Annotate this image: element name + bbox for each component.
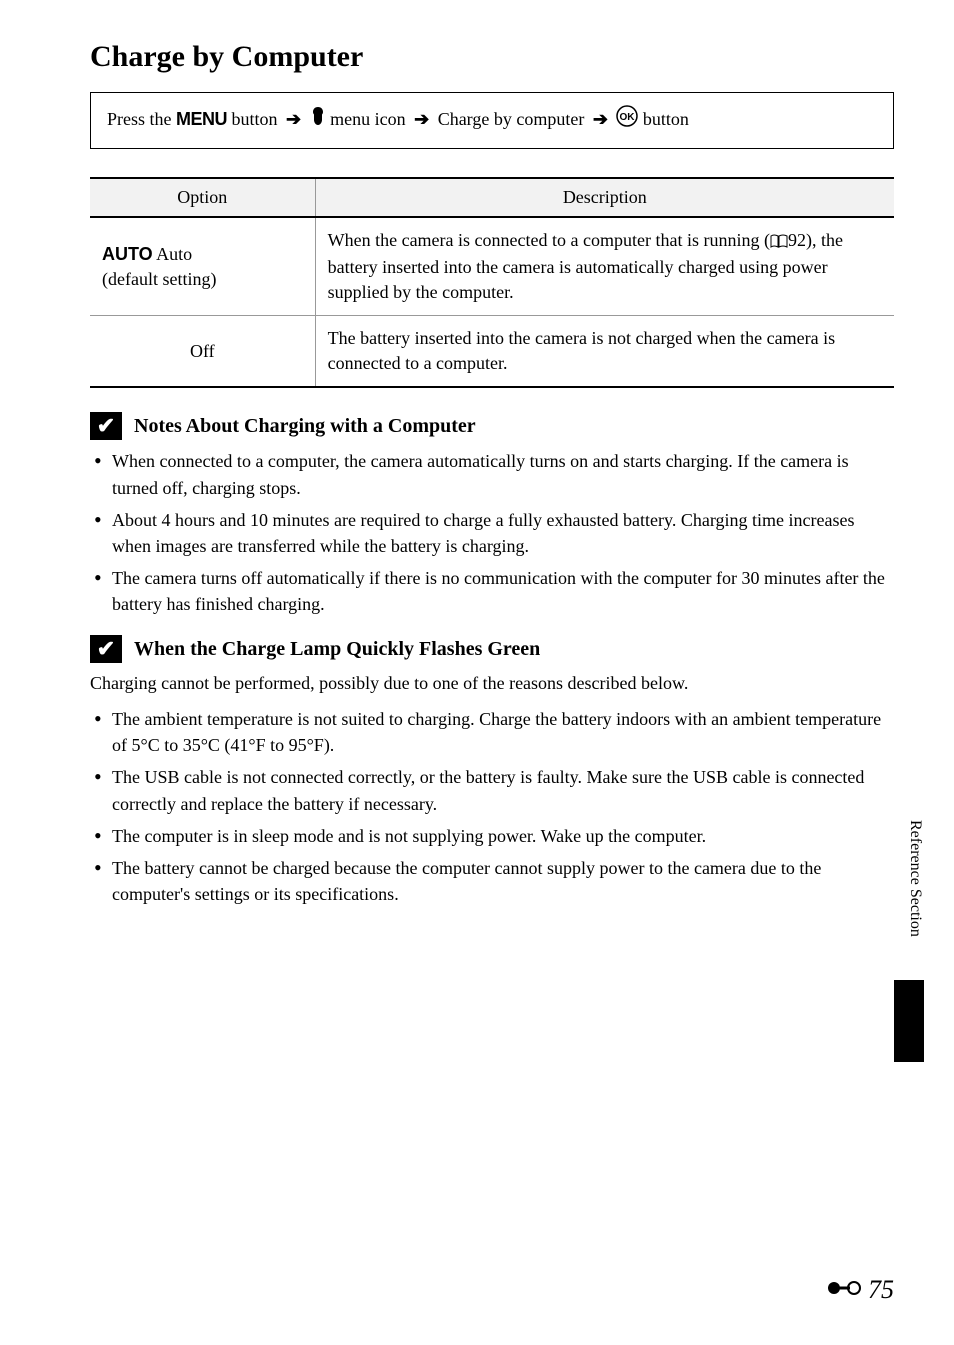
ok-button-icon: OK [616,105,638,136]
list-item: The USB cable is not connected correctly… [90,764,894,816]
page-footer: 75 [826,1275,894,1305]
list-item: The ambient temperature is not suited to… [90,706,894,758]
col-header-option: Option [90,178,315,217]
svg-text:OK: OK [620,112,636,123]
description-cell: The battery inserted into the camera is … [315,316,894,388]
note2-bullets: The ambient temperature is not suited to… [90,706,894,907]
option-cell: Off [90,316,315,388]
side-tab-marker [894,980,924,1062]
arrow-icon: ➔ [286,109,301,129]
note1-bullets: When connected to a computer, the camera… [90,448,894,617]
side-section-label: Reference Section [906,820,924,937]
list-item: The computer is in sleep mode and is not… [90,823,894,849]
option-auto-sub: (default setting) [102,269,216,289]
path-prefix: Press the [107,109,176,129]
table-row: Off The battery inserted into the camera… [90,316,894,388]
wrench-icon [310,106,326,135]
table-row: AUTO Auto (default setting) When the cam… [90,217,894,315]
col-header-description: Description [315,178,894,217]
path-seg1: button [227,109,282,129]
path-seg4: button [638,109,689,129]
warning-check-icon: ✔ [90,635,122,663]
navigation-path-box: Press the MENU button ➔ menu icon ➔ Char… [90,92,894,149]
warning-check-icon: ✔ [90,412,122,440]
note-heading-2: ✔ When the Charge Lamp Quickly Flashes G… [90,635,894,663]
book-ref-icon [770,230,788,255]
note2-intro: Charging cannot be performed, possibly d… [90,671,894,696]
description-cell: When the camera is connected to a comput… [315,217,894,315]
menu-button-text: MENU [176,109,227,129]
option-auto-main: Auto [153,244,193,264]
list-item: About 4 hours and 10 minutes are require… [90,507,894,559]
note-title-2: When the Charge Lamp Quickly Flashes Gre… [134,638,540,661]
note-title-1: Notes About Charging with a Computer [134,415,476,438]
desc-part-a: When the camera is connected to a comput… [328,230,770,250]
arrow-icon: ➔ [593,109,608,129]
desc-ref-num: 92 [788,230,806,250]
list-item: When connected to a computer, the camera… [90,448,894,500]
note-heading-1: ✔ Notes About Charging with a Computer [90,412,894,440]
options-table: Option Description AUTO Auto (default se… [90,177,894,388]
list-item: The camera turns off automatically if th… [90,565,894,617]
option-cell: AUTO Auto (default setting) [90,217,315,315]
page-number: 75 [868,1275,894,1305]
page-title: Charge by Computer [90,40,894,74]
path-seg2: menu icon [326,109,410,129]
list-item: The battery cannot be charged because th… [90,855,894,907]
option-auto-prefix: AUTO [102,244,153,264]
arrow-icon: ➔ [414,109,429,129]
path-seg3: Charge by computer [433,109,589,129]
footer-link-icon [826,1277,862,1304]
